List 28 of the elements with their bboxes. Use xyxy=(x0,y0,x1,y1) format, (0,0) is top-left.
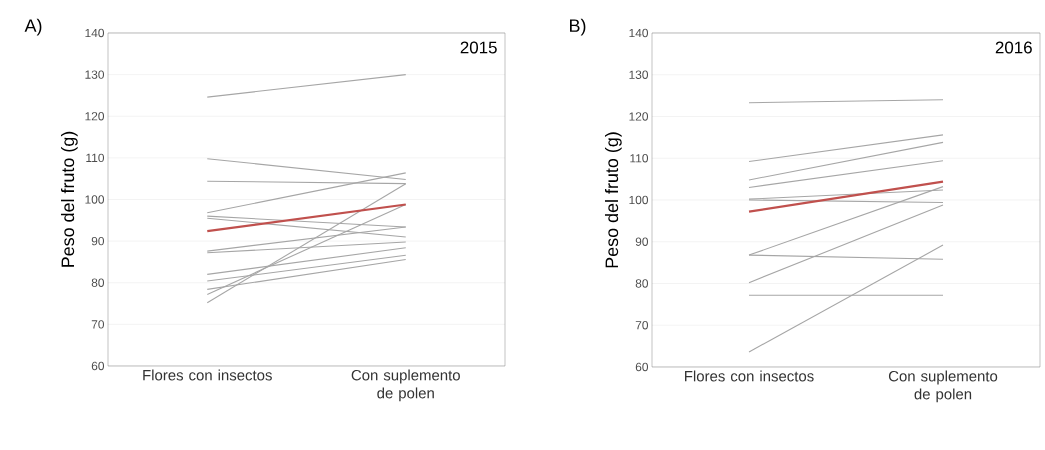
y-tick-label: 70 xyxy=(635,321,649,330)
y-tick-label: 140 xyxy=(85,28,105,38)
y-tick-label: 80 xyxy=(91,278,105,287)
y-axis-title: Peso del fruto (g) xyxy=(60,131,78,267)
y-tick-label: 140 xyxy=(629,28,649,38)
y-tick-label: 120 xyxy=(85,112,105,121)
y-tick-label: 90 xyxy=(91,236,105,246)
chart-title: A) xyxy=(24,18,42,36)
y-tick-label: 90 xyxy=(635,237,649,246)
y-tick-label: 110 xyxy=(86,153,105,163)
y-tick-label: 100 xyxy=(85,195,105,204)
x-tick-label: Con suplemento de polen xyxy=(888,370,998,403)
x-tick-label: Flores con insectos xyxy=(143,369,272,381)
y-axis-title: Peso del fruto (g) xyxy=(604,132,622,268)
y-tick-label: 70 xyxy=(91,320,105,329)
y-tick-label: 130 xyxy=(85,70,105,79)
y-tick-label: 130 xyxy=(629,70,649,79)
y-tick-label: 60 xyxy=(91,361,105,371)
y-tick-label: 100 xyxy=(629,195,649,205)
chart-title: B) xyxy=(570,18,586,36)
y-tick-label: 110 xyxy=(630,154,649,163)
y-tick-label: 60 xyxy=(635,362,649,372)
x-tick-label: Con suplemento de polen xyxy=(351,369,460,402)
y-tick-label: 80 xyxy=(635,279,649,288)
annotation: 2016 xyxy=(995,41,1032,54)
x-tick-label: Flores con insectos xyxy=(685,370,814,382)
y-tick-label: 120 xyxy=(629,112,649,121)
annotation: 2015 xyxy=(460,41,497,54)
